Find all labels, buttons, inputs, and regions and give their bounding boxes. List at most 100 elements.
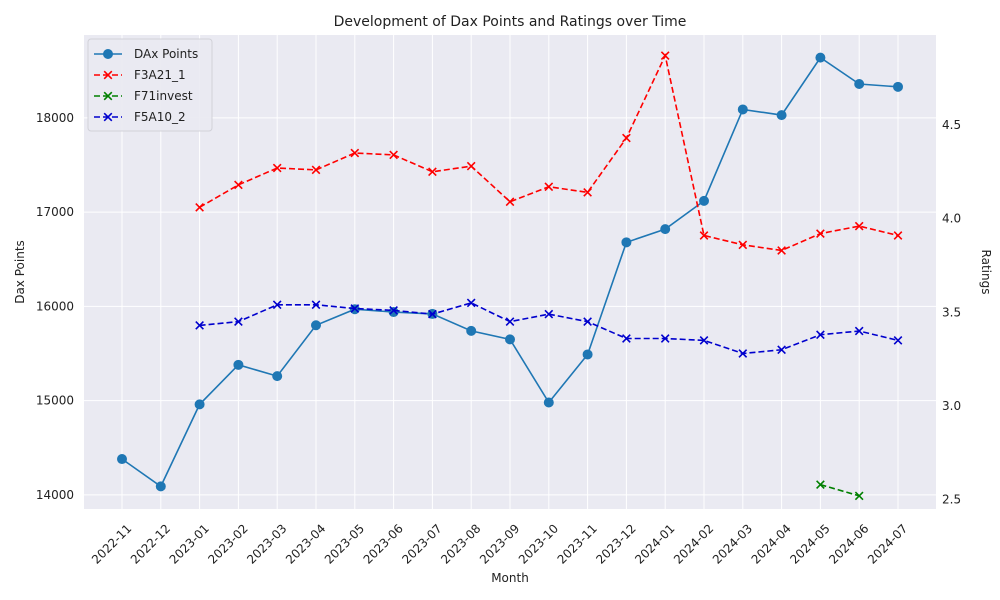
series-f3a21-1 bbox=[195, 51, 903, 255]
data-point bbox=[777, 345, 786, 355]
y-tick-label-right: 3.0 bbox=[942, 399, 961, 413]
data-point bbox=[466, 298, 476, 308]
data-point bbox=[660, 334, 670, 343]
data-point bbox=[660, 51, 670, 60]
data-point bbox=[543, 397, 554, 408]
x-tick-label: 2024-04 bbox=[749, 521, 794, 566]
data-point bbox=[311, 320, 321, 331]
data-point bbox=[505, 197, 515, 207]
data-point bbox=[103, 112, 113, 122]
data-point bbox=[466, 325, 477, 336]
x-tick-label: 2023-06 bbox=[361, 521, 406, 566]
y-tick-label-left: 14000 bbox=[36, 488, 74, 502]
data-point bbox=[389, 306, 398, 315]
y-tick-label-left: 17000 bbox=[36, 205, 74, 219]
data-point bbox=[350, 148, 360, 158]
data-point bbox=[103, 70, 113, 80]
data-point bbox=[622, 334, 631, 343]
series-dax-points bbox=[117, 52, 903, 492]
data-point bbox=[582, 349, 593, 360]
legend-label: F5A10_2 bbox=[134, 110, 186, 124]
y-tick-label-right: 4.5 bbox=[942, 118, 961, 132]
data-point bbox=[816, 229, 825, 238]
data-point bbox=[505, 317, 515, 327]
data-point bbox=[428, 167, 437, 177]
data-point bbox=[389, 150, 398, 160]
legend-label: F71invest bbox=[134, 89, 193, 103]
series-line bbox=[820, 483, 860, 497]
legend: DAx Points F3A21_1 F71invest F5A10_2 bbox=[87, 38, 213, 132]
data-point bbox=[103, 91, 113, 101]
legend-label: DAx Points bbox=[134, 47, 198, 61]
data-point bbox=[195, 202, 204, 212]
y-tick-label-left: 15000 bbox=[36, 394, 74, 408]
data-point bbox=[388, 307, 399, 318]
x-tick-label: 2024-07 bbox=[865, 521, 910, 566]
data-point bbox=[893, 336, 903, 345]
data-point bbox=[815, 52, 826, 63]
y-tick-label-right: 4.0 bbox=[942, 212, 961, 226]
data-point bbox=[699, 336, 709, 345]
legend-entry: DAx Points bbox=[94, 47, 198, 61]
series-f71invest bbox=[816, 480, 864, 501]
data-point bbox=[272, 300, 282, 310]
data-point bbox=[544, 182, 554, 192]
data-point bbox=[117, 454, 127, 465]
data-point bbox=[583, 188, 592, 197]
data-point bbox=[234, 317, 243, 327]
data-point bbox=[699, 231, 709, 240]
x-tick-label: 2023-02 bbox=[205, 521, 250, 566]
data-point bbox=[777, 246, 786, 255]
data-point bbox=[621, 237, 632, 248]
series-layer bbox=[117, 51, 903, 501]
data-point bbox=[776, 110, 787, 121]
data-point bbox=[544, 309, 554, 319]
x-tick-label: 2023-07 bbox=[399, 521, 444, 566]
series-f5a10-2 bbox=[195, 298, 903, 358]
data-point bbox=[234, 180, 243, 190]
data-point bbox=[466, 161, 476, 171]
data-point bbox=[103, 49, 113, 59]
data-point bbox=[816, 480, 825, 490]
data-point bbox=[660, 224, 671, 235]
x-tick-label: 2023-09 bbox=[477, 521, 522, 566]
x-axis-label: Month bbox=[491, 571, 529, 585]
y-axis-label-left: Dax Points bbox=[13, 240, 27, 304]
data-point bbox=[311, 165, 321, 175]
data-point bbox=[738, 240, 748, 250]
data-point bbox=[428, 309, 437, 319]
data-point bbox=[893, 231, 903, 240]
x-tick-label: 2022-12 bbox=[128, 521, 173, 566]
data-point bbox=[233, 359, 244, 370]
legend-entry: F71invest bbox=[94, 89, 193, 103]
data-point bbox=[854, 491, 864, 501]
x-tick-label: 2023-08 bbox=[438, 521, 483, 566]
x-tick-label: 2024-05 bbox=[787, 521, 832, 566]
x-tick-label: 2023-03 bbox=[244, 521, 289, 566]
legend-label: F3A21_1 bbox=[134, 68, 186, 82]
data-point bbox=[738, 349, 748, 358]
y-tick-label-left: 16000 bbox=[36, 299, 74, 313]
x-tick-label: 2022-11 bbox=[89, 521, 134, 566]
data-point bbox=[583, 317, 592, 327]
x-tick-label: 2023-04 bbox=[283, 521, 328, 566]
x-tick-label: 2024-03 bbox=[710, 521, 755, 566]
y-tick-label-right: 2.5 bbox=[942, 493, 961, 507]
x-tick-label: 2023-11 bbox=[555, 521, 600, 566]
data-point bbox=[737, 104, 748, 115]
data-point bbox=[816, 330, 825, 340]
data-point bbox=[622, 133, 631, 143]
data-point bbox=[854, 326, 864, 336]
x-tick-label: 2023-01 bbox=[167, 521, 212, 566]
x-tick-label: 2024-06 bbox=[826, 521, 871, 566]
data-point bbox=[272, 371, 283, 382]
data-point bbox=[194, 399, 205, 410]
data-point bbox=[350, 304, 360, 313]
data-point bbox=[893, 81, 903, 92]
x-tick-label: 2024-02 bbox=[671, 521, 716, 566]
x-tick-label: 2023-12 bbox=[593, 521, 638, 566]
data-point bbox=[854, 79, 865, 90]
y-tick-label-left: 18000 bbox=[36, 111, 74, 125]
data-point bbox=[854, 221, 864, 231]
